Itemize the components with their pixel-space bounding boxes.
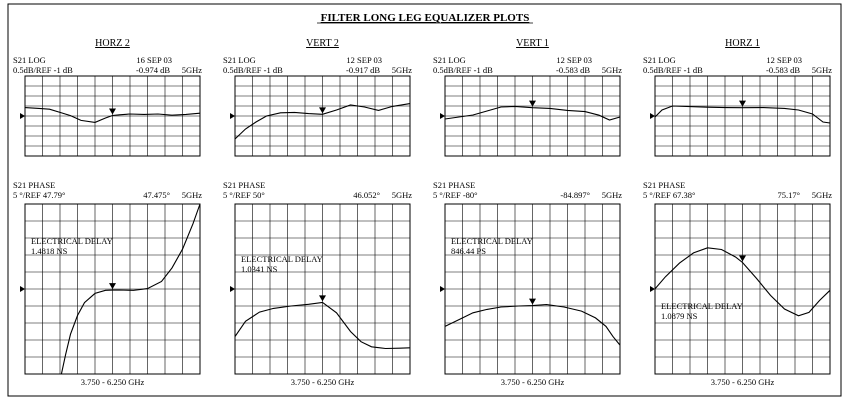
frequency-span-label: 3.750 - 6.250 GHz [501, 377, 565, 387]
page-title: FILTER LONG LEG EQUALIZER PLOTS [321, 12, 530, 24]
phase-header-scale: 5 °/REF 47.79° [13, 190, 65, 200]
frequency-span-label: 3.750 - 6.250 GHz [711, 377, 775, 387]
phase-reference-pointer [440, 286, 445, 292]
phase-trace [654, 247, 831, 317]
phase-trace [444, 304, 621, 346]
phase-marker-freq: 5GHz [812, 190, 833, 200]
phase-marker [109, 283, 116, 290]
mag-header-scale: 0.5dB/REF -1 dB [643, 65, 703, 75]
phase-marker-value: -84.897° [560, 190, 590, 200]
mag-header-trace: S21 LOG [223, 55, 256, 65]
mag-marker [529, 100, 536, 107]
phase-marker-freq: 5GHz [392, 190, 413, 200]
electrical-delay-label: ELECTRICAL DELAY [241, 254, 323, 264]
frequency-span-label: 3.750 - 6.250 GHz [291, 377, 355, 387]
electrical-delay-label: ELECTRICAL DELAY [31, 236, 113, 246]
phase-header-trace: S21 PHASE [223, 180, 265, 190]
mag-reference-pointer [230, 113, 235, 119]
electrical-delay-value: 846.44 PS [451, 246, 486, 256]
phase-header-scale: 5 °/REF 67.38° [643, 190, 695, 200]
phase-marker-value: 46.052° [353, 190, 380, 200]
phase-header-scale: 5 °/REF 50° [223, 190, 265, 200]
mag-header-trace: S21 LOG [433, 55, 466, 65]
mag-reference-pointer [650, 113, 655, 119]
phase-marker [529, 298, 536, 305]
phase-marker-freq: 5GHz [182, 190, 203, 200]
phase-reference-pointer [20, 286, 25, 292]
mag-trace [654, 105, 831, 124]
phase-marker-value: 75.17° [777, 190, 800, 200]
phase-header-scale: 5 °/REF -80° [433, 190, 478, 200]
mag-marker-freq: 5GHz [182, 65, 203, 75]
column-title: HORZ 2 [95, 38, 130, 49]
phase-trace [60, 203, 201, 375]
mag-reference-pointer [20, 113, 25, 119]
mag-marker-value: -0.917 dB [346, 65, 380, 75]
mag-header-date: 16 SEP 03 [136, 55, 172, 65]
mag-marker-freq: 5GHz [602, 65, 623, 75]
electrical-delay-label: ELECTRICAL DELAY [451, 236, 533, 246]
mag-header-scale: 0.5dB/REF -1 dB [433, 65, 493, 75]
mag-header-scale: 0.5dB/REF -1 dB [13, 65, 73, 75]
mag-trace [234, 103, 411, 140]
phase-marker [739, 255, 746, 262]
mag-marker-value: -0.583 dB [556, 65, 590, 75]
mag-trace [444, 105, 621, 121]
electrical-delay-value: 1.0879 NS [661, 311, 698, 321]
mag-header-date: 12 SEP 03 [346, 55, 382, 65]
mag-marker-freq: 5GHz [812, 65, 833, 75]
frequency-span-label: 3.750 - 6.250 GHz [81, 377, 145, 387]
electrical-delay-value: 1.0341 NS [241, 264, 278, 274]
phase-marker [319, 295, 326, 302]
mag-header-date: 12 SEP 03 [766, 55, 802, 65]
electrical-delay-label: ELECTRICAL DELAY [661, 301, 743, 311]
phase-reference-pointer [650, 286, 655, 292]
mag-marker [109, 108, 116, 115]
mag-header-date: 12 SEP 03 [556, 55, 592, 65]
mag-reference-pointer [440, 113, 445, 119]
phase-header-trace: S21 PHASE [433, 180, 475, 190]
mag-trace [24, 107, 201, 123]
phase-trace [234, 301, 411, 350]
mag-marker [739, 100, 746, 107]
phase-header-trace: S21 PHASE [13, 180, 55, 190]
mag-marker [319, 107, 326, 114]
column-title: VERT 1 [516, 38, 549, 49]
mag-header-trace: S21 LOG [643, 55, 676, 65]
electrical-delay-value: 1.4818 NS [31, 246, 68, 256]
phase-reference-pointer [230, 286, 235, 292]
mag-marker-value: -0.974 dB [136, 65, 170, 75]
mag-header-scale: 0.5dB/REF -1 dB [223, 65, 283, 75]
phase-marker-freq: 5GHz [602, 190, 623, 200]
outer-frame [7, 3, 842, 397]
column-title: HORZ 1 [725, 38, 760, 49]
mag-marker-freq: 5GHz [392, 65, 413, 75]
mag-header-trace: S21 LOG [13, 55, 46, 65]
column-title: VERT 2 [306, 38, 339, 49]
phase-header-trace: S21 PHASE [643, 180, 685, 190]
phase-marker-value: 47.475° [143, 190, 170, 200]
mag-marker-value: -0.583 dB [766, 65, 800, 75]
